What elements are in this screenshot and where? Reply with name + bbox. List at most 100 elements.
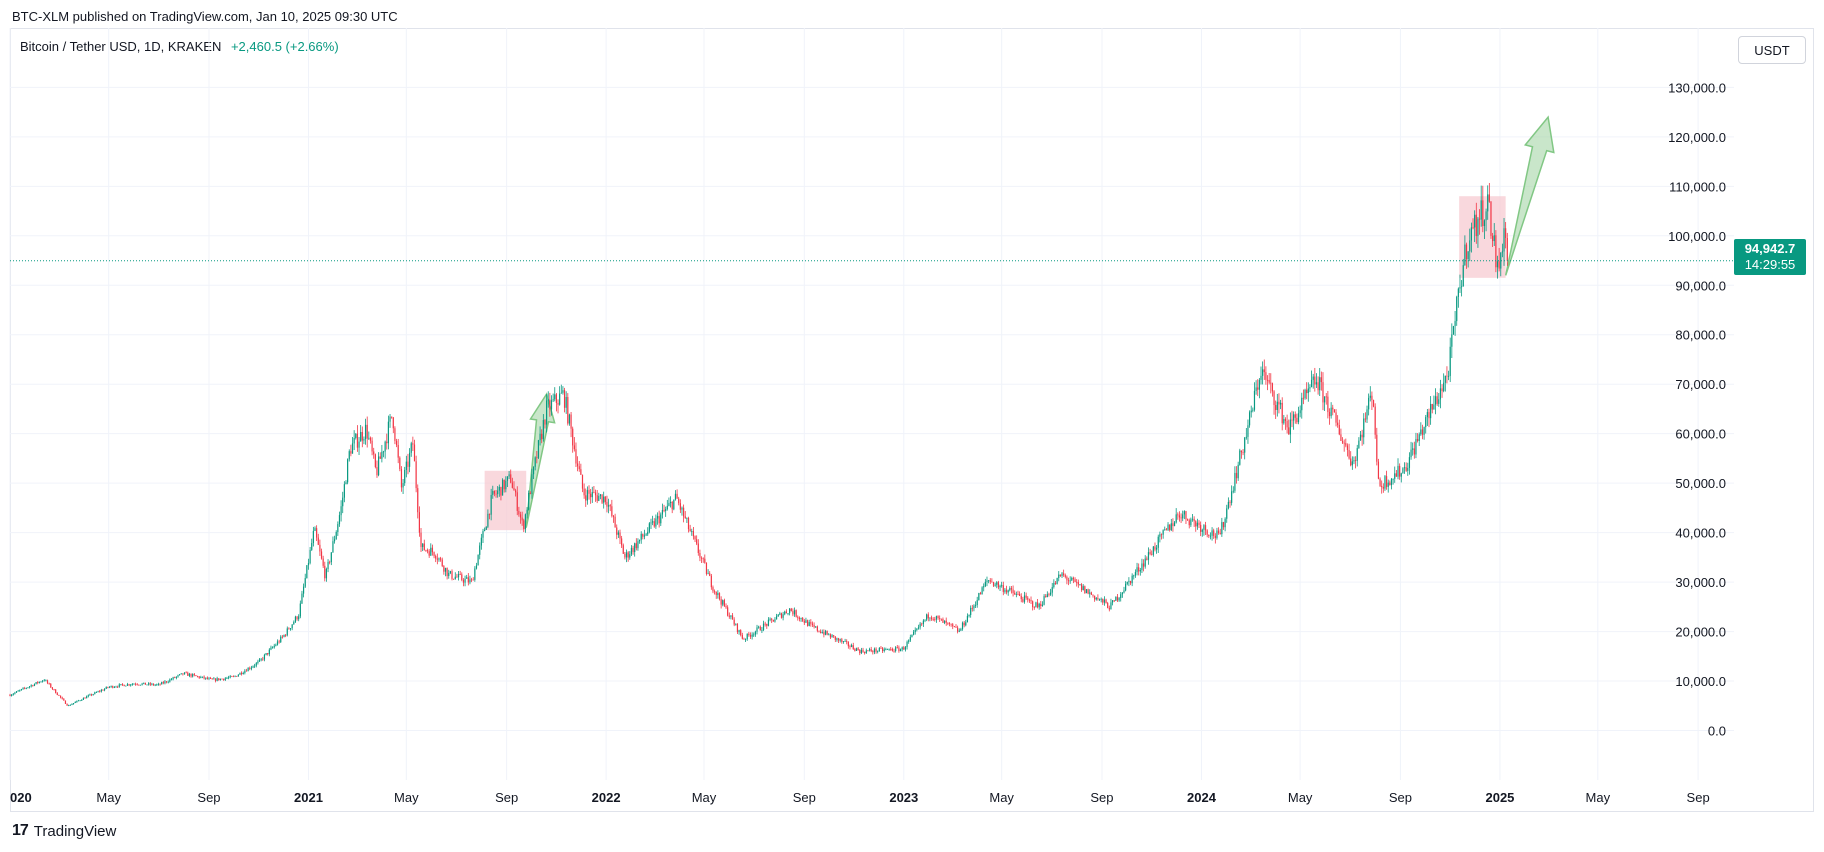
candle-body <box>882 648 884 651</box>
candle-body <box>15 691 18 693</box>
candle-body <box>1346 445 1349 450</box>
candle-body <box>1035 602 1037 608</box>
candle-body <box>606 501 608 507</box>
candle-body <box>829 634 832 638</box>
candle-body <box>1392 478 1394 480</box>
candle-body <box>996 582 998 585</box>
candle-body <box>1169 524 1171 531</box>
candle-body <box>669 501 672 504</box>
candle-body <box>947 622 949 624</box>
price-tick-label: 40,000.0 <box>1675 526 1726 541</box>
price-tick-label: 80,000.0 <box>1675 328 1726 343</box>
candle-body <box>1283 419 1285 424</box>
candle-body <box>880 647 882 649</box>
candle-body <box>877 650 879 652</box>
candle-body <box>762 623 765 631</box>
candle-body <box>497 490 499 495</box>
candle-body <box>1217 530 1220 533</box>
candle-body <box>306 565 308 579</box>
candle-body <box>236 675 238 677</box>
candle-body <box>146 684 148 686</box>
candle-body <box>808 622 810 626</box>
candle-body <box>299 603 301 617</box>
candle-body <box>216 678 218 681</box>
candle-body <box>77 700 80 702</box>
candle-body <box>1219 532 1221 535</box>
candle-body <box>1498 261 1500 269</box>
candle-body <box>1433 404 1435 410</box>
candle-body <box>1056 578 1058 584</box>
candle-body <box>687 517 690 530</box>
candle-body <box>38 681 40 683</box>
candle-body <box>35 682 37 684</box>
candle-body <box>412 443 414 445</box>
candle-body <box>1107 602 1109 608</box>
candle-body <box>289 628 292 630</box>
candle-body <box>50 683 52 688</box>
candle-body <box>660 514 662 524</box>
candle-body <box>180 673 182 675</box>
candle-body <box>1180 517 1182 519</box>
candle-body <box>904 647 907 650</box>
candle-body <box>1430 403 1432 419</box>
candle-body <box>878 647 880 651</box>
candle-body <box>81 699 83 701</box>
candle-body <box>443 566 445 572</box>
candle-body <box>622 545 624 554</box>
candle-body <box>986 580 988 582</box>
candle-body <box>984 581 986 587</box>
candle-body <box>273 645 275 648</box>
candle-body <box>1368 397 1370 410</box>
price-tick-label: 50,000.0 <box>1675 476 1726 491</box>
candle-body <box>621 538 623 546</box>
candle-body <box>335 531 337 540</box>
candle-body <box>872 651 874 653</box>
candle-body <box>472 579 474 581</box>
candle-body <box>1105 599 1107 603</box>
candle-body <box>625 552 628 558</box>
candle-body <box>293 621 295 625</box>
time-axis[interactable]: 020 May Sep 2021 May Sep 2022 May Sep 2023 May Sep 2… <box>10 790 1710 805</box>
candle-body <box>929 617 931 619</box>
candle-body <box>1390 478 1393 486</box>
candle-body <box>268 649 270 655</box>
candle-body <box>586 490 588 501</box>
candle-body <box>785 611 787 614</box>
candle-body <box>842 641 845 643</box>
candle-body <box>906 641 908 648</box>
candle-body <box>1113 600 1115 602</box>
time-tick-label: 020 <box>10 790 32 805</box>
candle-body <box>557 402 559 405</box>
candle-body <box>1198 522 1200 525</box>
currency-button[interactable]: USDT <box>1738 36 1806 64</box>
candle-body <box>51 687 54 690</box>
candle-body <box>348 451 350 460</box>
candle-body <box>224 678 226 680</box>
candle-body <box>539 433 541 441</box>
candle-body <box>890 648 892 650</box>
candle-body <box>779 613 781 615</box>
candle-body <box>254 665 256 667</box>
candle-body <box>895 647 897 652</box>
candle-body <box>1306 389 1308 394</box>
candle-body <box>981 587 983 595</box>
candle-body <box>590 493 592 498</box>
price-tick-label: 110,000.0 <box>1669 179 1726 194</box>
candle-body <box>886 649 889 650</box>
candle-body <box>505 480 507 490</box>
candle-body <box>939 617 941 619</box>
candle-body <box>909 637 911 641</box>
candle-body <box>1201 529 1203 532</box>
candle-body <box>1063 573 1065 576</box>
candle-body <box>439 558 442 560</box>
candle-body <box>599 494 602 497</box>
candle-body <box>1304 389 1306 399</box>
tradingview-logo[interactable]: 17 TradingView <box>12 822 116 840</box>
candle-body <box>824 630 827 635</box>
price-axis[interactable]: 0.0 10,000.0 20,000.0 30,000.0 40,000.0 50,00… <box>1668 80 1726 738</box>
candle-body <box>92 694 94 696</box>
candle-body <box>1402 468 1404 474</box>
candle-body <box>364 424 367 440</box>
candle-body <box>397 445 399 458</box>
